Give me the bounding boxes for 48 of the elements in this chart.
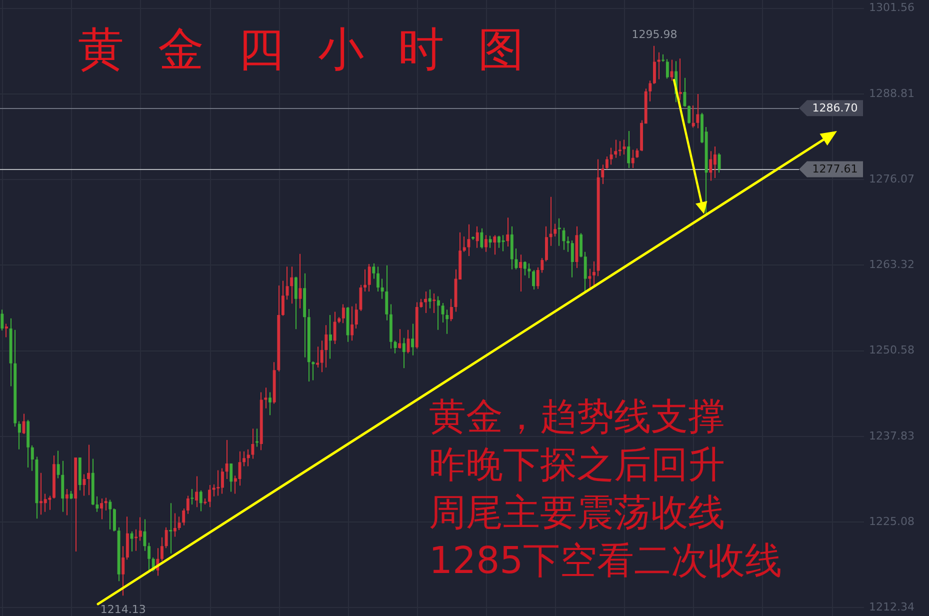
candlestick	[40, 472, 43, 515]
candlestick	[472, 236, 475, 240]
candlestick	[48, 496, 52, 510]
candlestick	[134, 529, 138, 551]
candlestick	[588, 268, 592, 289]
candlestick	[264, 388, 268, 408]
candlestick	[528, 263, 531, 278]
candlestick	[446, 310, 449, 334]
candlestick	[692, 105, 695, 128]
y-tick-label: 1212.34	[869, 600, 914, 614]
candlestick	[190, 489, 194, 504]
annotation: 1214.13	[100, 603, 146, 616]
candlestick	[678, 58, 682, 100]
candlestick	[566, 236, 570, 252]
annotation: 昨晚下探之后回升	[429, 442, 726, 488]
candlestick	[592, 261, 596, 286]
annotation: 黄金，趋势线支撑	[429, 394, 726, 440]
candlestick	[256, 428, 259, 447]
candlestick	[657, 52, 660, 80]
candlestick	[502, 235, 505, 252]
candlestick	[173, 513, 176, 537]
candlestick	[432, 294, 436, 314]
candlestick	[558, 218, 561, 246]
candlestick	[312, 361, 315, 380]
candlestick	[316, 346, 319, 368]
annotation: 1285下空看二次收线	[429, 538, 782, 584]
candlestick	[216, 470, 220, 496]
candlestick	[614, 140, 618, 158]
y-tick-label: 1276.07	[869, 172, 914, 186]
candlestick	[87, 444, 90, 496]
y-tick-label: 1263.32	[869, 258, 914, 272]
candlestick	[424, 292, 427, 314]
y-tick-label: 1225.08	[869, 514, 914, 528]
text: 黄 金 四 小 时 图	[78, 22, 534, 76]
y-tick-label: 1288.81	[869, 86, 914, 100]
y-tick-label: 1301.56	[869, 1, 914, 14]
candlestick	[364, 269, 367, 292]
candlestick	[662, 54, 665, 62]
y-tick-label: 1250.58	[869, 344, 914, 357]
annotation: 周尾主要震荡收线	[429, 490, 726, 536]
candlestick	[549, 196, 552, 246]
ref-line-label: 1277.61	[812, 162, 858, 176]
y-tick-label: 1237.83	[869, 429, 914, 442]
candlestick	[329, 315, 332, 359]
annotation: 1295.98	[632, 28, 678, 42]
candlestick	[169, 503, 172, 554]
candlestick	[618, 141, 622, 156]
ref-line-label: 1286.70	[812, 102, 858, 115]
